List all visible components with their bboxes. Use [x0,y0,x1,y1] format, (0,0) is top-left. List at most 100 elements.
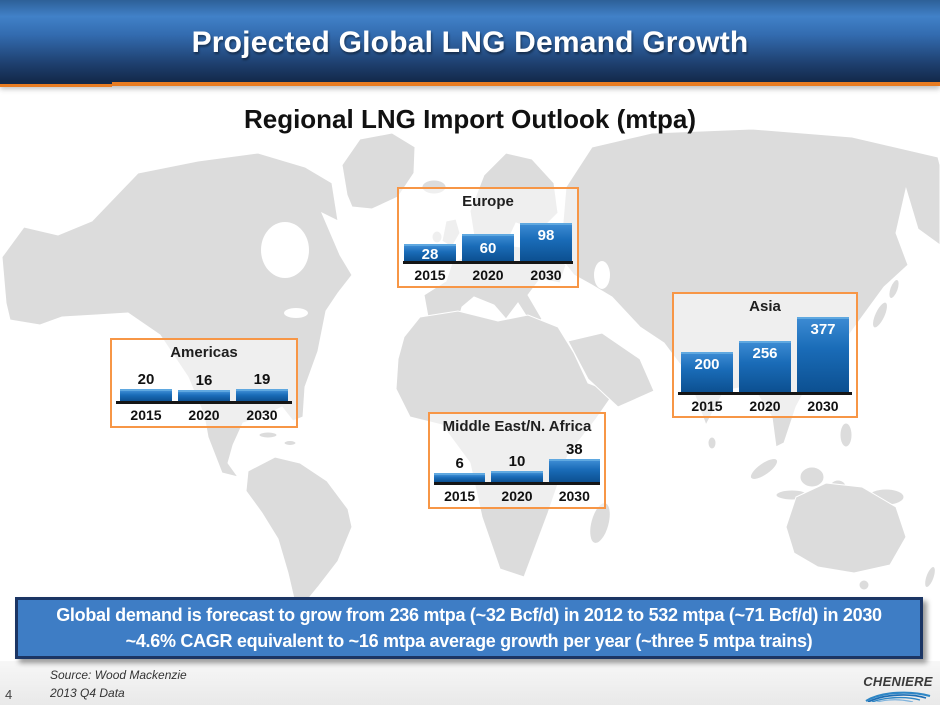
bar-cell: 6 [434,455,486,482]
cheniere-logo-text: CHENIERE [863,674,933,689]
map-south-america [245,456,353,604]
chart-bars: 6 10 38 [430,438,604,482]
x-axis-label: 2015 [130,407,162,423]
summary-banner: Global demand is forecast to grow from 2… [15,597,923,659]
bar-cell: 200 [681,352,733,393]
chart-baseline [678,392,852,395]
x-axis-label: 2015 [444,488,476,504]
bar-value-label: 10 [508,453,526,470]
chart-middle-east-n-africa: Middle East/N. Africa 6 10 38 2015 2020 2030 [428,412,606,509]
map-hispaniola [283,440,297,446]
bar: 256 [739,341,791,393]
x-axis-label: 2015 [691,397,723,414]
chart-bars: 28 60 98 [399,213,577,263]
map-australia [785,482,907,574]
x-axis-label: 2020 [501,488,533,504]
chart-x-axis: 2015 2020 2030 [112,404,296,426]
map-tasmania [858,579,870,591]
slide-subtitle: Regional LNG Import Outlook (mtpa) [243,104,697,134]
map-cuba [258,431,278,439]
bar-value-label: 60 [479,240,497,257]
map-great-lakes [284,308,308,318]
x-axis-label: 2030 [530,267,562,283]
chart-americas: Americas 20 16 19 2015 2020 2030 [110,338,298,428]
bar-value-label: 38 [565,441,583,458]
bar: 200 [681,352,733,393]
bar [548,459,600,482]
bar [120,389,172,401]
chart-title: Europe [462,193,514,210]
bar-value-label: 20 [137,371,155,388]
bar-value-label: 6 [455,455,464,472]
summary-line-1: Global demand is forecast to grow from 2… [56,605,882,625]
map-borneo [799,466,825,488]
bar-cell: 377 [797,317,849,393]
map-sri-lanka [707,436,717,450]
bar [178,390,230,401]
chart-europe: Europe 28 60 98 2015 2020 2030 [397,187,579,288]
chart-title: Middle East/N. Africa [442,418,592,435]
bar [434,473,486,482]
header-accent-bar [0,80,112,87]
bar: 377 [797,317,849,393]
bar [491,471,543,482]
chart-baseline [116,401,292,404]
slide-header: Projected Global LNG Demand Growth [0,0,940,86]
bar: 28 [404,244,456,263]
bar-cell: 10 [491,453,543,482]
bar-cell: 28 [404,244,456,263]
map-new-zealand [924,566,936,588]
x-axis-label: 2020 [749,397,781,414]
chart-title: Asia [749,298,781,315]
x-axis-label: 2015 [414,267,446,283]
bar-cell: 38 [548,441,600,482]
chart-x-axis: 2015 2020 2030 [399,264,577,286]
summary-line-2: ~4.6% CAGR equivalent to ~16 mtpa averag… [125,631,813,651]
chart-baseline [403,261,573,264]
bar-cell: 20 [120,371,172,401]
x-axis-label: 2020 [188,407,220,423]
map-hudson-bay [261,222,309,278]
map-caspian-sea [594,261,610,289]
chart-x-axis: 2015 2020 2030 [430,485,604,507]
bar-cell: 19 [236,371,288,401]
chart-asia: Asia 200 256 377 2015 2020 2030 [672,292,858,418]
map-japan-north [888,279,900,299]
bar: 98 [520,223,572,261]
page-title: Projected Global LNG Demand Growth [191,26,749,59]
page-number: 4 [5,687,13,702]
x-axis-label: 2020 [472,267,504,283]
bar-cell: 60 [462,234,514,261]
cheniere-logo-swoosh-icon [865,691,931,702]
bar-value-label: 16 [195,372,213,389]
bar-value-label: 28 [421,246,439,263]
bar-cell: 16 [178,372,230,401]
chart-x-axis: 2015 2020 2030 [674,395,856,416]
bar-value-label: 98 [537,227,555,244]
map-sumatra [749,458,779,480]
chart-bars: 20 16 19 [112,364,296,401]
x-axis-label: 2030 [807,397,839,414]
bar-cell: 98 [520,223,572,261]
bar-value-label: 377 [810,321,836,339]
bar-value-label: 200 [694,356,720,374]
map-philippines [839,422,853,448]
bar: 60 [462,234,514,261]
chart-bars: 200 256 377 [674,317,856,393]
x-axis-label: 2030 [246,407,278,423]
source-line-1: Source: Wood Mackenzie [50,668,187,682]
chart-title: Americas [170,344,238,361]
cheniere-logo: CHENIERE [860,674,936,702]
bar [236,389,288,401]
x-axis-label: 2030 [558,488,590,504]
bar-value-label: 19 [253,371,271,388]
footer-strip [0,661,940,705]
map-japan [872,301,888,329]
source-line-2: 2013 Q4 Data [50,686,125,700]
bar-value-label: 256 [752,345,778,363]
bar-cell: 256 [739,341,791,393]
map-arabia [567,332,655,408]
chart-baseline [434,482,600,485]
map-greenland [341,132,416,210]
